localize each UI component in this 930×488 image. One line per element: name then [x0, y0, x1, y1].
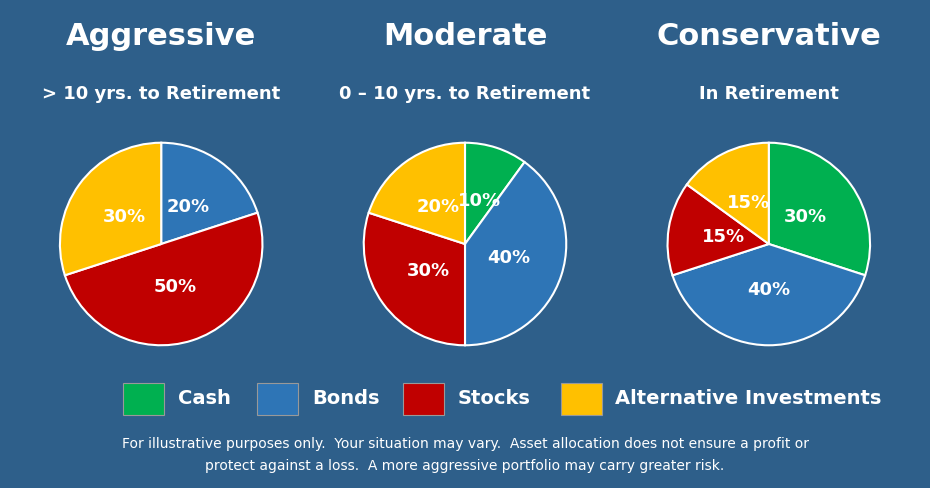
Text: 30%: 30%	[102, 208, 146, 226]
Text: Alternative Investments: Alternative Investments	[616, 389, 882, 408]
Text: 20%: 20%	[166, 198, 209, 216]
Text: > 10 yrs. to Retirement: > 10 yrs. to Retirement	[42, 84, 280, 102]
Text: 15%: 15%	[726, 194, 770, 212]
Text: 10%: 10%	[458, 192, 500, 209]
Text: 40%: 40%	[747, 281, 790, 299]
Bar	[403, 383, 444, 415]
Bar	[123, 383, 165, 415]
Bar	[561, 383, 602, 415]
Text: For illustrative purposes only.  Your situation may vary.  Asset allocation does: For illustrative purposes only. Your sit…	[122, 437, 808, 473]
Text: Cash: Cash	[178, 389, 231, 408]
Wedge shape	[687, 142, 769, 244]
Text: 50%: 50%	[153, 279, 197, 296]
Text: Moderate: Moderate	[383, 22, 547, 51]
Wedge shape	[161, 142, 258, 244]
Text: 20%: 20%	[417, 198, 459, 216]
Text: Aggressive: Aggressive	[66, 22, 257, 51]
Wedge shape	[60, 142, 161, 275]
Text: 0 – 10 yrs. to Retirement: 0 – 10 yrs. to Retirement	[339, 84, 591, 102]
Text: In Retirement: In Retirement	[698, 84, 839, 102]
Wedge shape	[65, 213, 262, 346]
Text: 40%: 40%	[487, 249, 530, 267]
Text: Stocks: Stocks	[458, 389, 531, 408]
Text: Bonds: Bonds	[312, 389, 379, 408]
Wedge shape	[368, 142, 465, 244]
Text: Conservative: Conservative	[657, 22, 882, 51]
Text: 30%: 30%	[406, 262, 449, 280]
Text: 30%: 30%	[784, 208, 828, 226]
Wedge shape	[465, 142, 525, 244]
Wedge shape	[364, 213, 465, 346]
Wedge shape	[668, 184, 769, 275]
Wedge shape	[465, 162, 566, 346]
Bar	[258, 383, 299, 415]
Text: 15%: 15%	[702, 228, 745, 246]
Wedge shape	[672, 244, 865, 346]
Wedge shape	[769, 142, 870, 275]
